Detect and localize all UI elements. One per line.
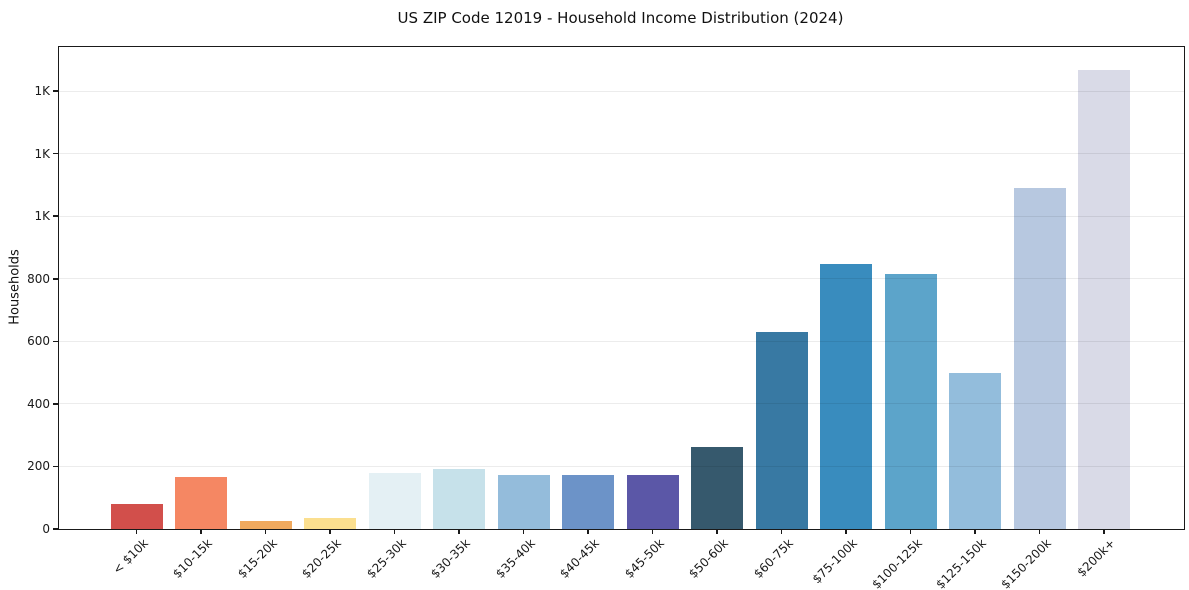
y-tick-label: 1K <box>34 84 50 99</box>
y-tick-mark <box>52 278 58 280</box>
x-tick-mark <box>909 529 912 534</box>
y-tick-mark <box>52 152 58 155</box>
y-tick-mark <box>52 215 58 217</box>
y-tick-label: 800 <box>27 271 50 286</box>
y-tick-label: 1K <box>34 209 50 224</box>
bar-50-60k <box>691 447 743 529</box>
y-tick-label: 1K <box>34 146 50 161</box>
bar-20-25k <box>304 518 356 529</box>
x-tick-mark <box>974 529 976 534</box>
y-tick-mark <box>52 465 58 468</box>
x-tick-label: < $10k <box>109 536 151 577</box>
x-tick-mark <box>135 529 138 534</box>
x-tick-mark <box>393 529 396 534</box>
x-tick-mark <box>200 529 202 534</box>
y-tick-mark <box>52 528 58 530</box>
x-tick-mark <box>845 529 847 534</box>
gridline <box>59 90 1184 92</box>
x-tick-mark <box>522 529 525 534</box>
bar-25-30k <box>368 473 421 529</box>
bar-30-35k <box>433 468 485 529</box>
bar-45-50k <box>626 474 679 529</box>
bar-60-75k <box>755 331 808 529</box>
bar-125-150k <box>949 372 1001 529</box>
y-tick-mark <box>52 90 58 92</box>
bar-10-15k <box>175 476 227 529</box>
y-tick-label: 400 <box>27 396 50 411</box>
x-tick-mark <box>716 529 718 534</box>
y-tick-label: 200 <box>27 459 50 474</box>
bar-35-40k <box>497 474 550 529</box>
x-tick-mark <box>1038 529 1041 534</box>
bar-75-100k <box>820 263 872 529</box>
plot-area: 0 200 400 600 800 1K 1K 1K < $10k $10-15k $15-20k $… <box>27 46 1185 590</box>
x-tick-mark <box>587 529 589 534</box>
bar-150-200k <box>1013 187 1066 529</box>
y-tick-mark <box>52 403 58 405</box>
y-axis-label: Households <box>7 249 23 325</box>
chart-title: US ZIP Code 12019 - Household Income Dis… <box>397 9 844 27</box>
x-tick-mark <box>780 529 783 534</box>
x-tick-mark <box>651 529 654 534</box>
gridline <box>59 153 1184 155</box>
bar-100-125k <box>884 273 937 529</box>
y-tick-label: 0 <box>42 522 50 536</box>
bar-200k <box>1078 69 1130 529</box>
bar-10k <box>110 503 163 529</box>
y-tick-mark <box>52 340 58 343</box>
y-tick-label: 600 <box>27 334 50 349</box>
x-tick-mark <box>458 529 460 534</box>
x-tick-mark <box>264 529 267 534</box>
x-tick-mark <box>329 529 331 534</box>
bar-40-45k <box>562 474 614 529</box>
bar-15-20k <box>239 520 292 529</box>
x-tick-mark <box>1103 529 1105 534</box>
